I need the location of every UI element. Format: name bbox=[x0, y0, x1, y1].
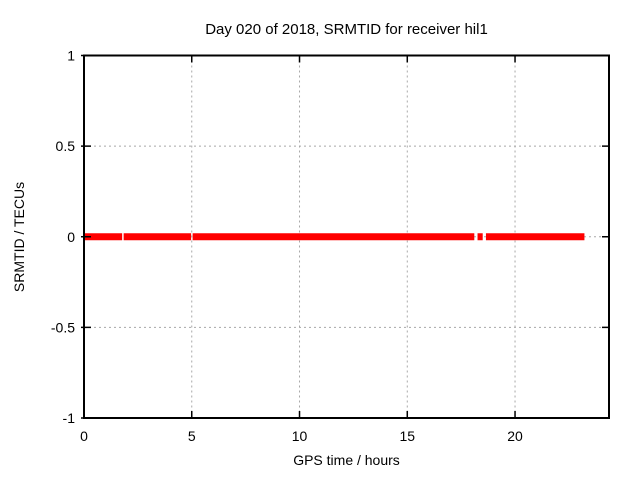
data-band-segment bbox=[477, 233, 483, 241]
data-band-segment bbox=[123, 233, 192, 241]
x-axis-label: GPS time / hours bbox=[293, 452, 400, 468]
y-tick-label: -0.5 bbox=[51, 319, 75, 335]
data-series-layer bbox=[84, 233, 585, 241]
data-band-segment bbox=[84, 233, 123, 241]
data-band-segment bbox=[485, 233, 585, 241]
x-tick-label: 15 bbox=[399, 428, 415, 444]
y-axis-label: SRMTID / TECUs bbox=[11, 182, 27, 292]
x-tick-label: 0 bbox=[80, 428, 88, 444]
x-tick-label: 5 bbox=[188, 428, 196, 444]
chart-title: Day 020 of 2018, SRMTID for receiver hil… bbox=[205, 21, 488, 38]
y-tick-label: -1 bbox=[63, 410, 76, 426]
y-tick-label: 0 bbox=[67, 229, 75, 245]
x-tick-label: 20 bbox=[507, 428, 523, 444]
plot-border bbox=[83, 54, 610, 419]
x-tick-labels: 0 5 10 15 20 bbox=[80, 428, 523, 444]
data-band-segment bbox=[192, 233, 475, 241]
y-tick-label: 0.5 bbox=[56, 138, 76, 154]
x-tick-label: 10 bbox=[292, 428, 308, 444]
y-tick-labels: 1 0.5 0 -0.5 -1 bbox=[51, 48, 75, 427]
y-tick-label: 1 bbox=[67, 48, 75, 64]
